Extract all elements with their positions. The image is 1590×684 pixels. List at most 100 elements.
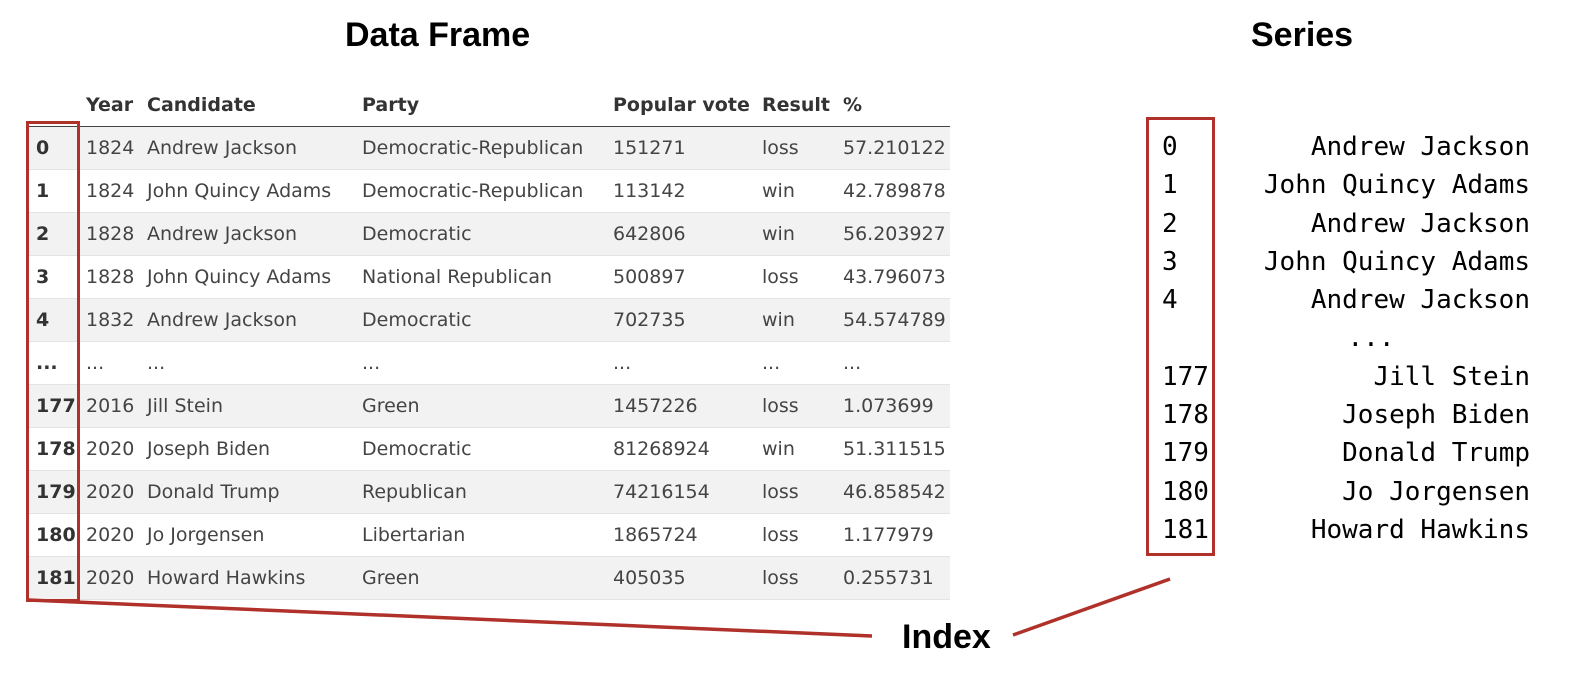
series-row: ... — [1162, 319, 1530, 357]
table-cell: 500897 — [605, 255, 754, 299]
series-index: 0 — [1162, 132, 1178, 162]
table-cell: John Quincy Adams — [139, 169, 354, 213]
row-index-cell: 3 — [28, 255, 78, 299]
row-index-cell: 0 — [28, 126, 78, 170]
row-index-cell: 1 — [28, 169, 78, 213]
table-cell: 2020 — [78, 513, 139, 557]
table-cell: Green — [354, 384, 605, 428]
series-title: Series — [1251, 16, 1354, 54]
table-cell: 57.210122 — [835, 126, 950, 170]
series-index: 180 — [1162, 476, 1209, 507]
series-index: 181 — [1162, 514, 1209, 545]
table-row: 4 1832 Andrew Jackson Democratic 702735 win 54… — [28, 298, 950, 342]
row-index-cell: 4 — [28, 298, 78, 342]
dataframe-title: Data Frame — [345, 16, 531, 54]
table-cell: 42.789878 — [835, 169, 950, 213]
table-cell: ... — [139, 341, 354, 385]
series-value: John Quincy Adams — [1263, 246, 1530, 277]
table-cell: 46.858542 — [835, 470, 950, 514]
series-value: John Quincy Adams — [1263, 170, 1530, 201]
table-cell: 2016 — [78, 384, 139, 428]
table-cell: 1457226 — [605, 384, 754, 428]
table-cell: 1828 — [78, 212, 139, 256]
table-cell: National Republican — [354, 255, 605, 299]
table-cell: 2020 — [78, 556, 139, 600]
table-header-row: Year Candidate Party Popular vote Result% — [28, 84, 950, 127]
column-header: Year — [78, 84, 139, 127]
column-header: Candidate — [139, 84, 354, 127]
series-index: 177 — [1162, 361, 1209, 392]
series-index: 2 — [1162, 208, 1178, 239]
series-index: 178 — [1162, 400, 1209, 431]
series-value: Donald Trump — [1342, 438, 1530, 469]
table-row: ..................... — [28, 341, 950, 385]
table-cell: ... — [78, 341, 139, 385]
table-cell: 43.796073 — [835, 255, 950, 299]
table-cell: win — [754, 169, 835, 213]
table-row: 180 2020 Jo Jorgensen Libertarian 1865724 los… — [28, 513, 950, 557]
table-cell: ... — [354, 341, 605, 385]
series-index: 1 — [1162, 170, 1178, 201]
table-row: 177 2016 Jill Stein Green 1457226 loss 1.07369… — [28, 384, 950, 428]
series-row: 180 Jo Jorgensen — [1162, 473, 1530, 511]
table-cell: Andrew Jackson — [139, 212, 354, 256]
series-row: 178 Joseph Biden — [1162, 396, 1530, 434]
column-header: Result — [754, 84, 835, 127]
table-cell: Joseph Biden — [139, 427, 354, 471]
table-cell: 1865724 — [605, 513, 754, 557]
table-cell: loss — [754, 126, 835, 170]
series-index: 179 — [1162, 438, 1209, 469]
table-cell: 1.073699 — [835, 384, 950, 428]
table-cell: Howard Hawkins — [139, 556, 354, 600]
table-cell: 56.203927 — [835, 212, 950, 256]
table-cell: 1824 — [78, 169, 139, 213]
table-cell: Republican — [354, 470, 605, 514]
series-row: 4 Andrew Jackson — [1162, 281, 1530, 319]
table-row: 0 1824 Andrew Jackson Democratic-Republican… — [28, 126, 950, 170]
table-row: 2 1828 Andrew Jackson Democratic 642806 win 56… — [28, 212, 950, 256]
series-value: Jill Stein — [1373, 361, 1530, 392]
table-row: 3 1828 John Quincy Adams National Republica… — [28, 255, 950, 299]
table-cell: ... — [605, 341, 754, 385]
series-row: 179 Donald Trump — [1162, 434, 1530, 472]
series-index: 3 — [1162, 246, 1178, 277]
row-index-cell: 2 — [28, 212, 78, 256]
table-cell: 74216154 — [605, 470, 754, 514]
series-value: Andrew Jackson — [1310, 285, 1530, 316]
table-row: 181 2020 Howard Hawkins Green 405035 loss 0.25… — [28, 556, 950, 600]
series-row: 0 Andrew Jackson — [1162, 128, 1530, 166]
table-cell: loss — [754, 556, 835, 600]
table-cell: 1824 — [78, 126, 139, 170]
dataframe-index-connector — [27, 598, 873, 638]
table-cell: Democratic — [354, 298, 605, 342]
table-cell: 1832 — [78, 298, 139, 342]
table-cell: loss — [754, 384, 835, 428]
table-row: 179 2020 Donald Trump Republican 74216154 los… — [28, 470, 950, 514]
table-cell: 151271 — [605, 126, 754, 170]
table-cell: 2020 — [78, 470, 139, 514]
table-cell: 81268924 — [605, 427, 754, 471]
index-label: Index — [902, 618, 991, 656]
table-cell: 0.255731 — [835, 556, 950, 600]
table-cell: Andrew Jackson — [139, 298, 354, 342]
table-cell: 702735 — [605, 298, 754, 342]
table-cell: win — [754, 212, 835, 256]
series-row: 2 Andrew Jackson — [1162, 205, 1530, 243]
table-cell: Democratic-Republican — [354, 126, 605, 170]
table-cell: 51.311515 — [835, 427, 950, 471]
index-column-header — [28, 84, 78, 127]
series-value: Andrew Jackson — [1310, 208, 1530, 239]
table-cell: Andrew Jackson — [139, 126, 354, 170]
table-cell: Democratic — [354, 212, 605, 256]
table-cell: win — [754, 298, 835, 342]
series-row: 1 John Quincy Adams — [1162, 166, 1530, 204]
table-cell: 1.177979 — [835, 513, 950, 557]
series-row: 3 John Quincy Adams — [1162, 243, 1530, 281]
table-cell: ... — [835, 341, 950, 385]
table-cell: Green — [354, 556, 605, 600]
table-cell: 405035 — [605, 556, 754, 600]
series-value: Andrew Jackson — [1310, 132, 1530, 162]
table-cell: 1828 — [78, 255, 139, 299]
